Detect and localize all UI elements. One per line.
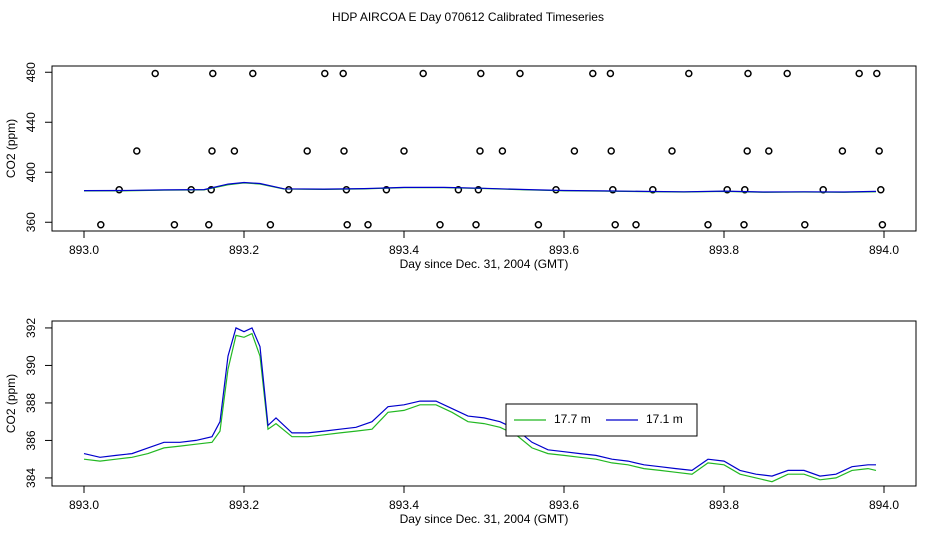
- series-line: [83, 327, 876, 477]
- page-title: HDP AIRCOA E Day 070612 Calibrated Times…: [332, 10, 604, 24]
- x-axis-label: Day since Dec. 31, 2004 (GMT): [400, 257, 569, 271]
- calibration-point: [740, 221, 748, 229]
- calibration-point: [801, 221, 809, 229]
- calibration-point: [364, 221, 372, 229]
- calibration-point: [400, 147, 408, 155]
- calibration-point: [115, 186, 123, 194]
- x-tick-label: 893.8: [709, 243, 739, 257]
- calibration-point: [873, 69, 881, 78]
- calibration-point: [611, 221, 619, 229]
- calibration-point: [170, 221, 179, 229]
- calibration-point: [741, 186, 749, 194]
- calibration-point: [878, 221, 887, 229]
- calibration-point: [534, 221, 543, 229]
- x-tick-label: 893.4: [389, 243, 419, 257]
- x-tick-label: 893.2: [229, 498, 259, 512]
- calibration-point: [343, 221, 351, 229]
- legend-label: 17.7 m: [554, 412, 591, 426]
- calibration-point: [649, 186, 657, 194]
- x-tick-label: 893.6: [549, 243, 579, 257]
- y-tick-label: 390: [24, 355, 38, 375]
- y-tick-label: 360: [24, 212, 38, 232]
- calibration-point: [877, 186, 885, 194]
- calibration-point: [340, 147, 348, 155]
- calibration-point: [321, 69, 329, 78]
- calibration-point: [208, 147, 216, 155]
- legend-label: 17.1 m: [646, 412, 683, 426]
- calibration-point: [249, 69, 257, 78]
- calibration-point: [723, 186, 731, 194]
- calibration-point: [609, 186, 617, 194]
- calibration-point: [285, 186, 293, 194]
- calibration-point: [606, 69, 615, 78]
- x-tick-label: 893.2: [229, 243, 259, 257]
- calibration-point: [209, 69, 217, 78]
- calibration-point: [342, 186, 351, 194]
- plot-frame: [51, 320, 917, 487]
- calibration-point: [133, 147, 141, 155]
- calibration-point: [207, 186, 215, 194]
- y-axis-label: CO2 (ppm): [4, 119, 18, 178]
- calibration-point: [589, 69, 597, 78]
- calibration-point: [783, 69, 791, 78]
- y-tick-label: 388: [24, 393, 38, 413]
- calibration-point: [685, 69, 693, 78]
- calibration-point: [436, 221, 444, 229]
- calibration-point: [838, 147, 847, 155]
- y-tick-label: 386: [24, 430, 38, 450]
- calibration-point: [498, 147, 507, 155]
- x-axis-label: Day since Dec. 31, 2004 (GMT): [400, 512, 569, 526]
- calibration-point: [668, 147, 676, 155]
- y-tick-label: 400: [24, 162, 38, 182]
- y-tick-label: 384: [24, 468, 38, 488]
- calibration-point: [266, 221, 275, 229]
- calibration-point: [632, 221, 640, 229]
- x-tick-label: 893.0: [69, 243, 99, 257]
- calibration-point: [474, 186, 483, 194]
- calibration-point: [339, 69, 347, 78]
- series-line: [83, 181, 877, 193]
- calibration-point: [303, 147, 311, 155]
- calibration-point: [97, 221, 105, 229]
- x-tick-label: 893.4: [389, 498, 419, 512]
- calibration-point: [875, 147, 883, 155]
- y-tick-label: 480: [24, 62, 38, 82]
- calibration-point: [419, 69, 427, 78]
- calibration-point: [819, 186, 827, 194]
- calibration-point: [765, 147, 773, 155]
- plot-frame: [51, 65, 917, 232]
- calibration-point: [205, 221, 213, 229]
- calibration-point: [855, 69, 863, 78]
- x-tick-label: 893.6: [549, 498, 579, 512]
- y-axis-label: CO2 (ppm): [4, 374, 18, 433]
- calibration-point: [472, 221, 480, 229]
- calibration-point: [151, 69, 159, 78]
- x-tick-label: 894.0: [869, 243, 899, 257]
- x-tick-label: 894.0: [869, 498, 899, 512]
- calibration-point: [230, 147, 239, 155]
- calibration-point: [516, 69, 524, 78]
- x-tick-label: 893.0: [69, 498, 99, 512]
- calibration-point: [570, 147, 579, 155]
- calibration-point: [704, 221, 712, 229]
- y-tick-label: 392: [24, 318, 38, 338]
- y-tick-label: 440: [24, 112, 38, 132]
- calibration-point: [382, 186, 391, 194]
- calibration-point: [744, 69, 752, 78]
- calibration-point: [454, 186, 463, 194]
- x-tick-label: 893.8: [709, 498, 739, 512]
- series-line: [83, 332, 877, 483]
- calibration-point: [607, 147, 615, 155]
- calibration-point: [743, 147, 751, 155]
- calibration-point: [476, 147, 484, 155]
- calibration-point: [477, 69, 485, 78]
